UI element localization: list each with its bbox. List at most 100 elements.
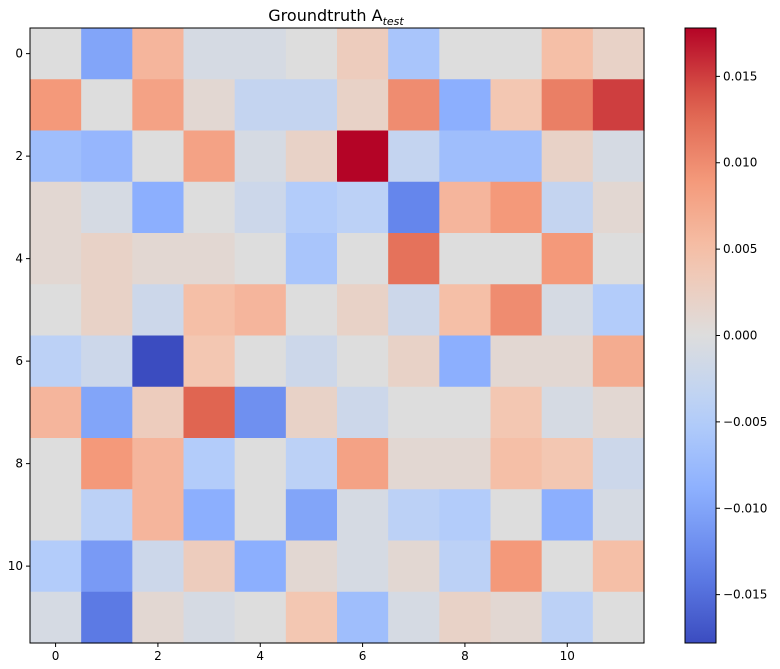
- heatmap-cell: [439, 438, 492, 490]
- heatmap-cell: [337, 181, 389, 234]
- heatmap-cell: [337, 335, 389, 388]
- heatmap-cell: [439, 540, 492, 593]
- heatmap-cell: [30, 284, 82, 337]
- heatmap-cell: [132, 438, 185, 490]
- heatmap-cell: [234, 591, 287, 644]
- heatmap-cell: [592, 233, 645, 285]
- heatmap-cell: [30, 438, 82, 490]
- heatmap-cell: [439, 181, 492, 234]
- heatmap-cell: [388, 386, 440, 439]
- heatmap-cell: [183, 233, 236, 285]
- heatmap-cell: [183, 540, 236, 593]
- heatmap-cell: [490, 284, 543, 337]
- heatmap-cell: [592, 335, 645, 388]
- heatmap-cell: [81, 79, 133, 132]
- heatmap-cell: [30, 386, 82, 439]
- heatmap-cell: [234, 284, 287, 337]
- x-tick-label: 8: [461, 649, 469, 663]
- heatmap-cell: [592, 181, 645, 234]
- heatmap-cell: [490, 233, 543, 285]
- heatmap-cell: [81, 438, 133, 490]
- heatmap-cell: [285, 540, 338, 593]
- heatmap-cell: [81, 181, 133, 234]
- heatmap-cell: [30, 540, 82, 593]
- heatmap-cell: [337, 489, 389, 542]
- heatmap-cell: [592, 284, 645, 337]
- heatmap-cell: [388, 28, 440, 80]
- heatmap-cell: [285, 438, 338, 490]
- heatmap-cell: [285, 386, 338, 439]
- heatmap-cell: [30, 591, 82, 644]
- heatmap-cell: [541, 233, 594, 285]
- heatmap-cell: [234, 28, 287, 80]
- chart-title-subscript: test: [383, 15, 405, 28]
- heatmap-cell: [337, 233, 389, 285]
- heatmap-cell: [132, 284, 185, 337]
- x-tick-label: 4: [256, 649, 264, 663]
- heatmap-cell: [541, 438, 594, 490]
- heatmap-cell: [81, 489, 133, 542]
- heatmap-cell: [285, 233, 338, 285]
- heatmap-cell: [285, 181, 338, 234]
- heatmap-cell: [490, 335, 543, 388]
- heatmap-cell: [490, 130, 543, 183]
- x-axis: 0 2 4 6 8 10: [52, 643, 575, 663]
- heatmap-cell: [81, 233, 133, 285]
- heatmap-cell: [285, 130, 338, 183]
- heatmap-cell: [183, 335, 236, 388]
- colorbar-tick-label: −0.015: [723, 588, 767, 602]
- heatmap-cell: [541, 489, 594, 542]
- heatmap-cell: [337, 79, 389, 132]
- heatmap-cell: [337, 438, 389, 490]
- heatmap-cell: [183, 28, 236, 80]
- x-tick-label: 10: [560, 649, 575, 663]
- heatmap-cell: [388, 233, 440, 285]
- heatmap-cell: [388, 79, 440, 132]
- heatmap-cell: [541, 591, 594, 644]
- heatmap-cell: [490, 386, 543, 439]
- y-tick-label: 2: [15, 149, 23, 163]
- heatmap-cell: [388, 540, 440, 593]
- heatmap-cell: [439, 130, 492, 183]
- heatmap-cell: [285, 489, 338, 542]
- x-tick-label: 2: [154, 649, 162, 663]
- heatmap-frame: [29, 27, 645, 644]
- heatmap-cell: [337, 130, 389, 183]
- heatmap-cell: [541, 284, 594, 337]
- colorbar: [684, 27, 717, 644]
- heatmap-cell: [30, 181, 82, 234]
- x-tick-label: 0: [52, 649, 60, 663]
- heatmap-cell: [285, 28, 338, 80]
- heatmap-cell: [81, 335, 133, 388]
- heatmap-cell: [541, 540, 594, 593]
- heatmap-cell: [81, 28, 133, 80]
- heatmap-cell: [439, 28, 492, 80]
- heatmap-cell: [234, 335, 287, 388]
- heatmap-cell: [81, 540, 133, 593]
- heatmap-cell: [388, 335, 440, 388]
- heatmap-cell: [183, 79, 236, 132]
- heatmap-cell: [592, 438, 645, 490]
- heatmap-cell: [388, 438, 440, 490]
- heatmap-cell: [439, 335, 492, 388]
- heatmap-cell: [541, 28, 594, 80]
- heatmap-cell: [490, 540, 543, 593]
- heatmap-cell: [439, 386, 492, 439]
- heatmap-cell: [388, 591, 440, 644]
- heatmap-cell: [183, 181, 236, 234]
- heatmap-cell: [183, 438, 236, 490]
- heatmap-cell: [30, 233, 82, 285]
- heatmap-cell: [439, 284, 492, 337]
- heatmap-cell: [388, 284, 440, 337]
- heatmap-cell: [337, 284, 389, 337]
- heatmap-cell: [183, 130, 236, 183]
- heatmap-cell: [592, 386, 645, 439]
- heatmap-cell: [132, 335, 185, 388]
- heatmap-cell: [388, 130, 440, 183]
- y-tick-label: 4: [15, 252, 23, 266]
- y-tick-label: 8: [15, 457, 23, 471]
- heatmap-cell: [234, 540, 287, 593]
- heatmap-cell: [285, 284, 338, 337]
- heatmap-cell: [592, 591, 645, 644]
